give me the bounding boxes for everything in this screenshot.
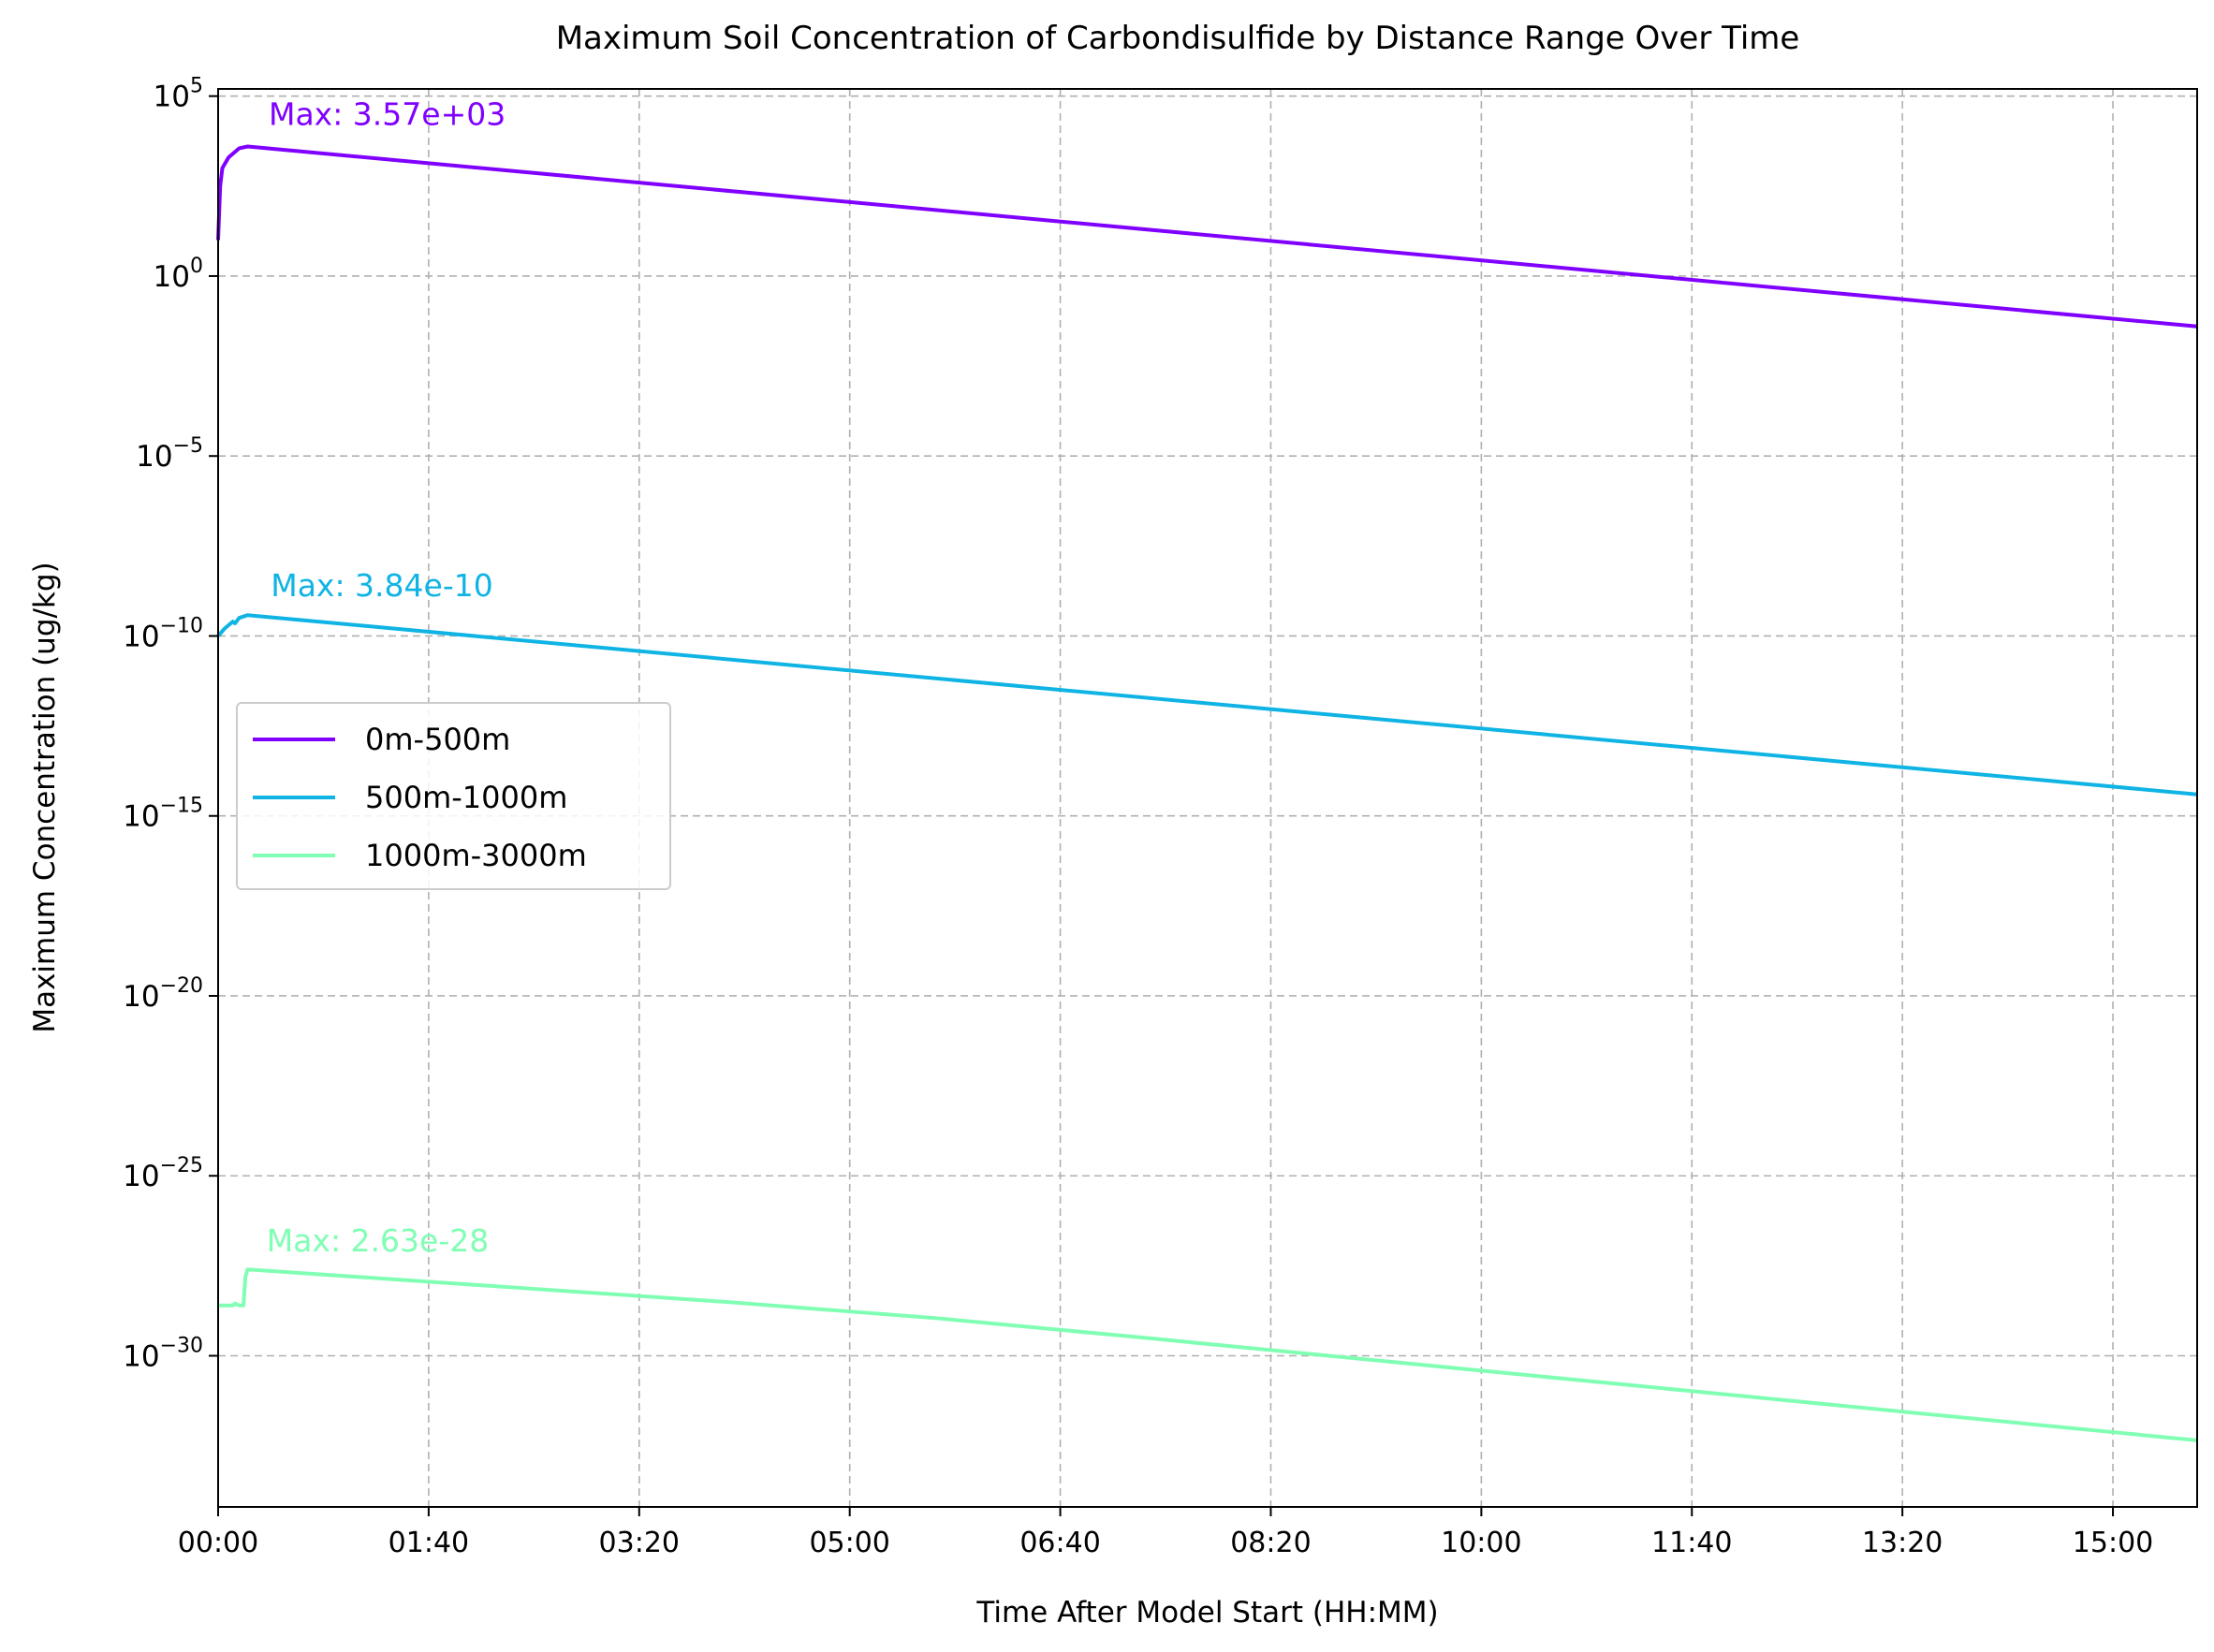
x-tick-label: 11:40: [1651, 1527, 1732, 1559]
y-tick-label: 10−20: [123, 974, 203, 1014]
x-tick-label: 03:20: [599, 1527, 680, 1559]
x-axis-ticks: 00:00 01:40 03:20 05:00 06:40 08:20 10:00 11:40…: [178, 1507, 2153, 1559]
y-tick-label: 100: [154, 255, 203, 294]
y-axis-label: Maximum Concentration (ug/kg): [28, 562, 62, 1032]
x-tick-label: 05:00: [809, 1527, 889, 1559]
legend-frame: [236, 702, 671, 890]
x-tick-label: 01:40: [389, 1527, 469, 1559]
grid: [218, 89, 2197, 1507]
x-tick-label: 08:20: [1230, 1527, 1311, 1559]
series-line-0m-500m: [216, 144, 2198, 329]
y-axis-ticks: 105 100 10−5 10−10 10−15 10−20 10−25 10−30: [123, 75, 218, 1374]
annotations: Max: 3.57e+03 Max: 3.84e-10 Max: 2.63e-28: [267, 95, 506, 1259]
series-line-1000m-3000m: [218, 1267, 2198, 1442]
legend-label: 500m-1000m: [365, 780, 567, 815]
plot-frame: [217, 88, 2198, 1508]
y-tick-label: 105: [154, 75, 203, 114]
x-tick-label: 13:20: [1862, 1527, 1943, 1559]
y-tick-label: 10−15: [123, 795, 203, 834]
x-tick-label: 00:00: [178, 1527, 258, 1559]
series-annotation: Max: 3.84e-10: [271, 567, 493, 604]
legend: 0m-500m 500m-1000m 1000m-3000m: [236, 702, 671, 890]
y-tick-label: 10−10: [123, 614, 203, 653]
x-axis-label: Time After Model Start (HH:MM): [975, 1596, 1438, 1630]
x-tick-label: 10:00: [1441, 1527, 1521, 1559]
y-tick-label: 10−5: [136, 434, 203, 474]
legend-label: 1000m-3000m: [365, 838, 587, 873]
series-line-500m-1000m: [216, 613, 2198, 797]
x-tick-label: 15:00: [2073, 1527, 2153, 1559]
chart-title: Maximum Soil Concentration of Carbondisu…: [556, 20, 1800, 57]
legend-label: 0m-500m: [365, 722, 510, 757]
y-tick-label: 10−25: [123, 1154, 203, 1193]
y-tick-label: 10−30: [123, 1335, 203, 1374]
series-annotation: Max: 2.63e-28: [267, 1222, 490, 1259]
x-tick-label: 06:40: [1019, 1527, 1100, 1559]
series-annotation: Max: 3.57e+03: [269, 95, 506, 132]
series-lines: [216, 144, 2198, 1442]
